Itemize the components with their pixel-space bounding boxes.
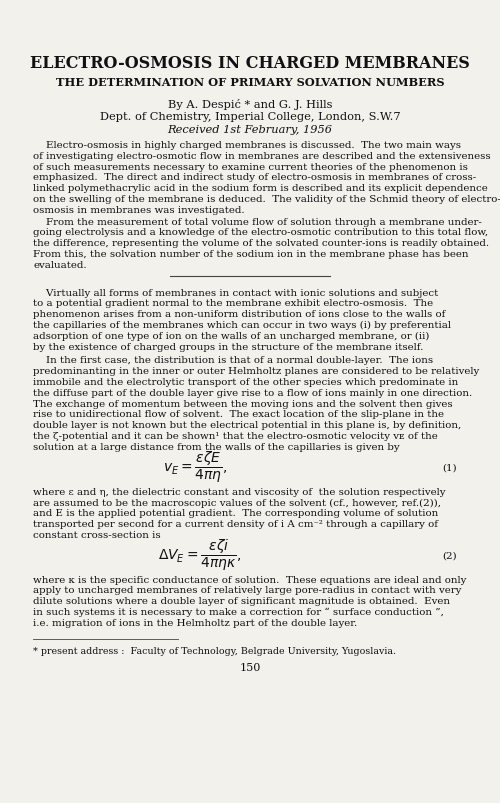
- Text: double layer is not known but the electrical potential in this plane is, by defi: double layer is not known but the electr…: [33, 421, 461, 430]
- Text: * present address :  Faculty of Technology, Belgrade University, Yugoslavia.: * present address : Faculty of Technolog…: [33, 646, 396, 654]
- Text: Received 1st February, 1956: Received 1st February, 1956: [168, 124, 332, 135]
- Text: of such measurements necessary to examine current theories of the phenomenon is: of such measurements necessary to examin…: [33, 162, 468, 171]
- Text: dilute solutions where a double layer of significant magnitude is obtained.  Eve: dilute solutions where a double layer of…: [33, 597, 450, 605]
- Text: immobile and the electrolytic transport of the other species which predominate i: immobile and the electrolytic transport …: [33, 377, 458, 386]
- Text: the difference, representing the volume of the solvated counter-ions is readily : the difference, representing the volume …: [33, 239, 489, 248]
- Text: ELECTRO-OSMOSIS IN CHARGED MEMBRANES: ELECTRO-OSMOSIS IN CHARGED MEMBRANES: [30, 55, 470, 72]
- Text: where ε and η, the dielectric constant and viscosity of  the solution respective: where ε and η, the dielectric constant a…: [33, 487, 446, 496]
- Text: where κ is the specific conductance of solution.  These equations are ideal and : where κ is the specific conductance of s…: [33, 575, 466, 584]
- Text: transported per second for a current density of i A cm⁻² through a capillary of: transported per second for a current den…: [33, 520, 438, 528]
- Text: constant cross-section is: constant cross-section is: [33, 530, 160, 539]
- Text: the diffuse part of the double layer give rise to a flow of ions mainly in one d: the diffuse part of the double layer giv…: [33, 389, 472, 397]
- Text: in such systems it is necessary to make a correction for “ surface conduction ”,: in such systems it is necessary to make …: [33, 607, 444, 617]
- Text: adsorption of one type of ion on the walls of an uncharged membrane, or (ii): adsorption of one type of ion on the wal…: [33, 332, 429, 340]
- Text: going electrolysis and a knowledge of the electro-osmotic contribution to this t: going electrolysis and a knowledge of th…: [33, 228, 488, 237]
- Text: rise to unidirectional flow of solvent.  The exact location of the slip-plane in: rise to unidirectional flow of solvent. …: [33, 410, 444, 419]
- Text: Virtually all forms of membranes in contact with ionic solutions and subject: Virtually all forms of membranes in cont…: [33, 288, 438, 297]
- Text: 150: 150: [240, 662, 260, 672]
- Text: solution at a large distance from the walls of the capillaries is given by: solution at a large distance from the wa…: [33, 442, 400, 451]
- Text: on the swelling of the membrane is deduced.  The validity of the Schmid theory o: on the swelling of the membrane is deduc…: [33, 195, 500, 204]
- Text: By A. Despić * and G. J. Hills: By A. Despić * and G. J. Hills: [168, 99, 332, 110]
- Text: i.e. migration of ions in the Helmholtz part of the double layer.: i.e. migration of ions in the Helmholtz …: [33, 618, 357, 627]
- Text: and E is the applied potential gradient.  The corresponding volume of solution: and E is the applied potential gradient.…: [33, 508, 438, 518]
- Text: linked polymethacrylic acid in the sodium form is described and its explicit dep: linked polymethacrylic acid in the sodiu…: [33, 184, 488, 193]
- Text: osmosis in membranes was investigated.: osmosis in membranes was investigated.: [33, 206, 244, 214]
- Text: $\Delta V_E = \dfrac{\epsilon\zeta i}{4\pi\eta\kappa},$: $\Delta V_E = \dfrac{\epsilon\zeta i}{4\…: [158, 537, 242, 573]
- Text: THE DETERMINATION OF PRIMARY SOLVATION NUMBERS: THE DETERMINATION OF PRIMARY SOLVATION N…: [56, 77, 444, 88]
- Text: the capillaries of the membranes which can occur in two ways (i) by preferential: the capillaries of the membranes which c…: [33, 320, 451, 330]
- Text: The exchange of momentum between the moving ions and the solvent then gives: The exchange of momentum between the mov…: [33, 399, 452, 408]
- Text: by the existence of charged groups in the structure of the membrane itself.: by the existence of charged groups in th…: [33, 342, 423, 351]
- Text: $v_E = \dfrac{\epsilon\zeta E}{4\pi\eta},$: $v_E = \dfrac{\epsilon\zeta E}{4\pi\eta}…: [163, 450, 227, 485]
- Text: From the measurement of total volume flow of solution through a membrane under-: From the measurement of total volume flo…: [33, 218, 482, 226]
- Text: predominanting in the inner or outer Helmholtz planes are considered to be relat: predominanting in the inner or outer Hel…: [33, 367, 479, 376]
- Text: Electro-osmosis in highly charged membranes is discussed.  The two main ways: Electro-osmosis in highly charged membra…: [33, 141, 461, 150]
- Text: evaluated.: evaluated.: [33, 260, 86, 270]
- Text: (2): (2): [442, 550, 458, 560]
- Text: to a potential gradient normal to the membrane exhibit electro-osmosis.  The: to a potential gradient normal to the me…: [33, 299, 433, 308]
- Text: the ζ-potential and it can be shown¹ that the electro-osmotic velocity vᴇ of the: the ζ-potential and it can be shown¹ tha…: [33, 431, 438, 441]
- Text: are assumed to be the macroscopic values of the solvent (cf., however, ref.(2)),: are assumed to be the macroscopic values…: [33, 498, 441, 507]
- Text: emphasized.  The direct and indirect study of electro-osmosis in membranes of cr: emphasized. The direct and indirect stud…: [33, 173, 476, 182]
- Text: phenomenon arises from a non-uniform distribution of ions close to the walls of: phenomenon arises from a non-uniform dis…: [33, 310, 446, 319]
- Text: of investigating electro-osmotic flow in membranes are described and the extensi: of investigating electro-osmotic flow in…: [33, 152, 490, 161]
- Text: From this, the solvation number of the sodium ion in the membrane phase has been: From this, the solvation number of the s…: [33, 250, 468, 259]
- Text: (1): (1): [442, 463, 458, 471]
- Text: Dept. of Chemistry, Imperial College, London, S.W.7: Dept. of Chemistry, Imperial College, Lo…: [100, 112, 401, 122]
- Text: apply to uncharged membranes of relatively large pore-radius in contact with ver: apply to uncharged membranes of relative…: [33, 585, 462, 595]
- Text: In the first case, the distribution is that of a normal double-layer.  The ions: In the first case, the distribution is t…: [33, 356, 433, 365]
